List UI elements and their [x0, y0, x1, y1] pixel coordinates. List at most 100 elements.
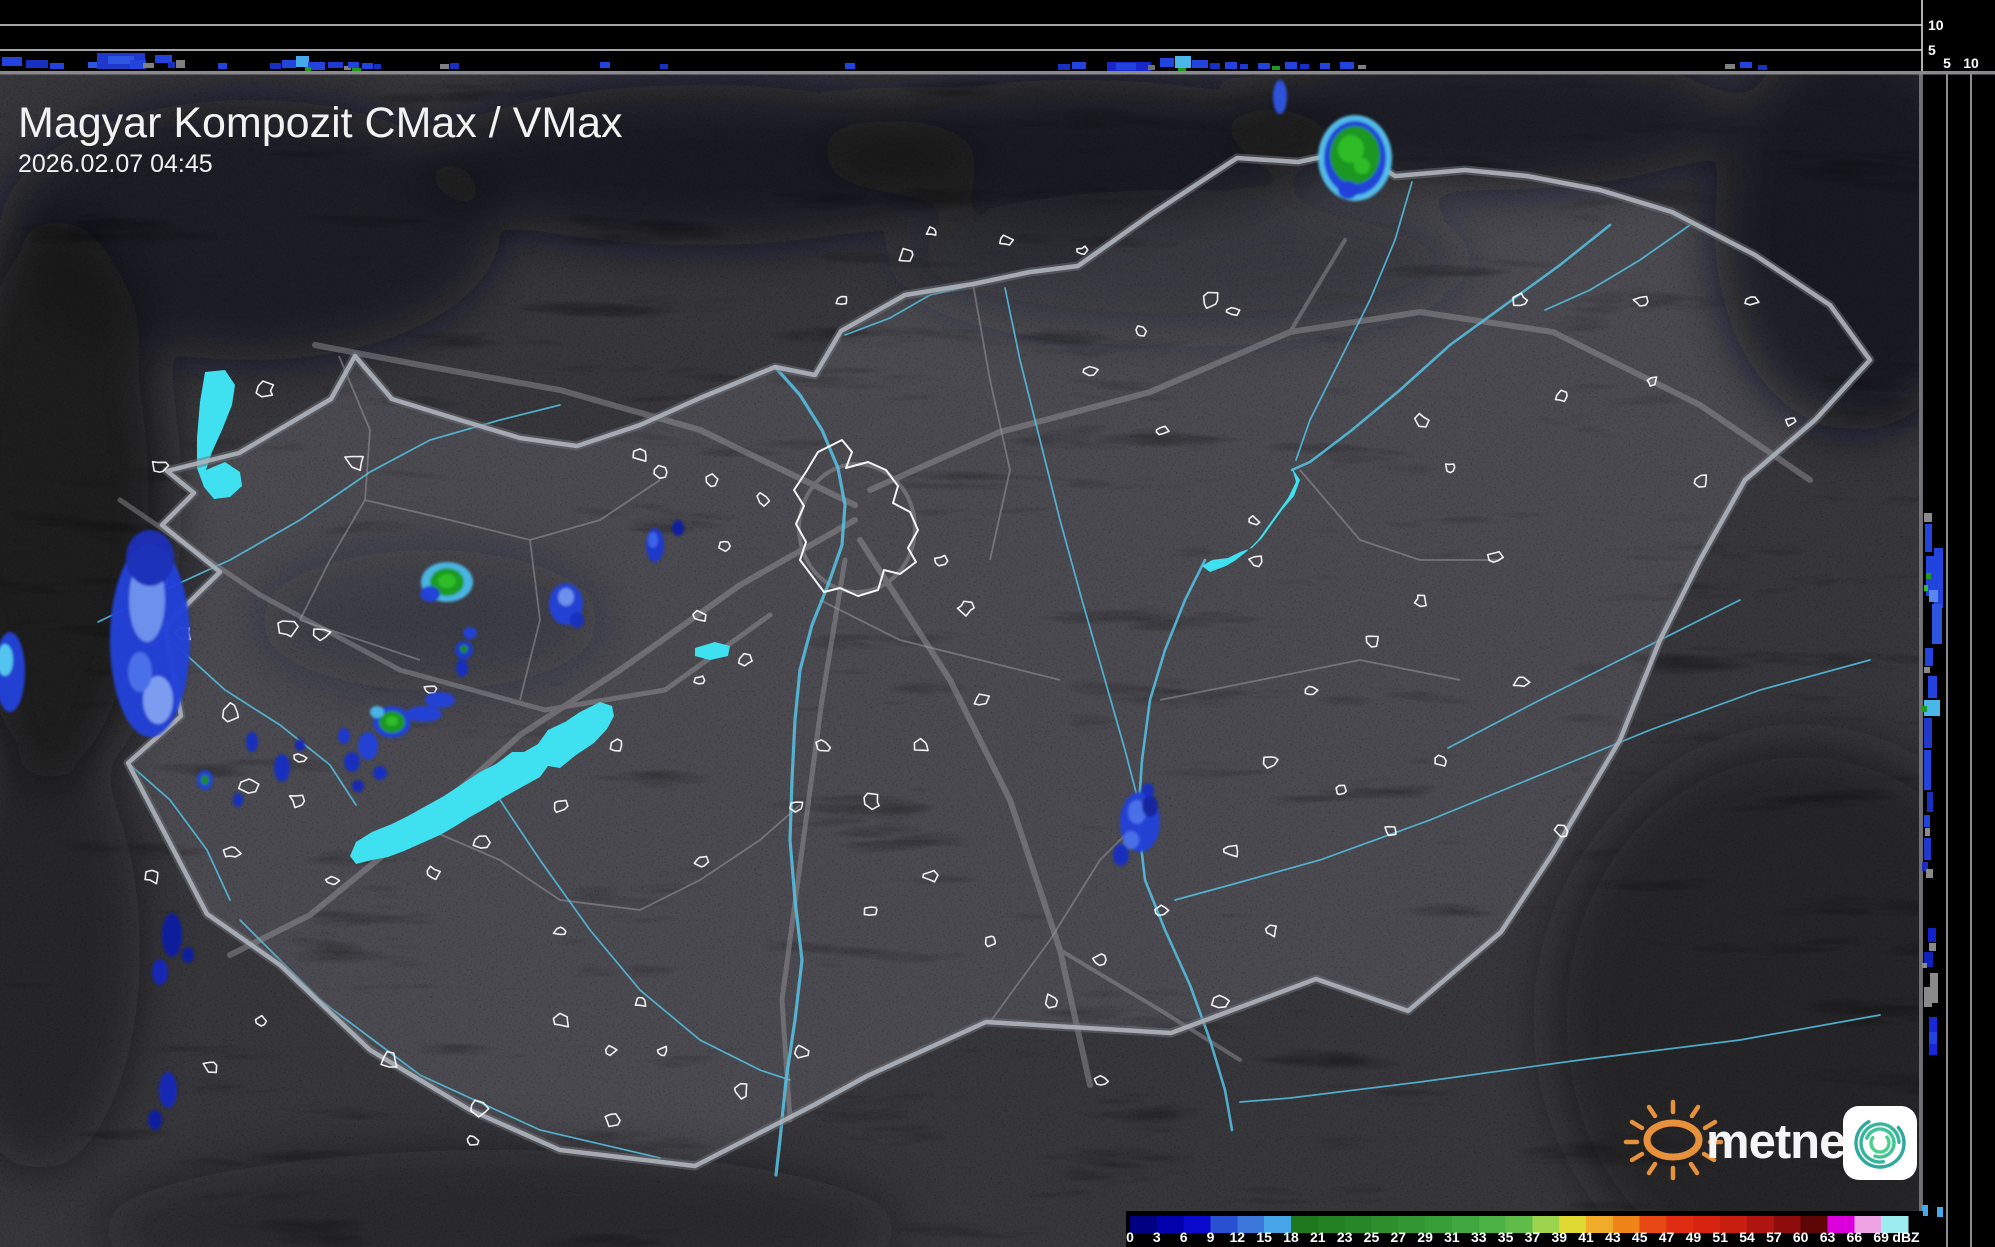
- page-title: Magyar Kompozit CMax / VMax: [18, 99, 623, 147]
- colorbar-tick-label: 35: [1498, 1229, 1514, 1245]
- colorbar: 0 3 6 9 12 15 18 21 23 25 27 29 31 33 35 37 39 41 43 45 47 49…: [1126, 1211, 1923, 1247]
- colorbar-cells: [1130, 1216, 1909, 1233]
- echo-blob: [1123, 831, 1139, 849]
- colorbar-cell: [1371, 1216, 1399, 1233]
- lake-ferto: [197, 370, 242, 499]
- profile-echo: [296, 56, 309, 67]
- profile-echo: [1924, 952, 1933, 967]
- echo-blob: [420, 586, 440, 602]
- echo-blob: [1273, 80, 1287, 114]
- profile-echo: [450, 63, 459, 69]
- colorbar-tick-label: 51: [1712, 1229, 1728, 1245]
- sun-icon: [1623, 1099, 1724, 1181]
- city-outline: [1486, 550, 1504, 563]
- profile-echo: [1922, 862, 1928, 871]
- city-outline: [1512, 676, 1531, 688]
- profile-echo: [1160, 58, 1174, 67]
- colorbar-cell: [1317, 1216, 1346, 1233]
- colorbar-tick-label: 47: [1659, 1229, 1675, 1245]
- profile-echo: [1178, 68, 1186, 72]
- city-outline: [1076, 245, 1089, 256]
- colorbar-tick-label: 37: [1525, 1229, 1541, 1245]
- profile-echo: [1116, 63, 1136, 70]
- profile-echo: [374, 64, 381, 69]
- echo-blob: [456, 659, 468, 677]
- profile-echo: [845, 63, 855, 69]
- colorbar-cell: [1559, 1216, 1587, 1233]
- city-outline: [656, 1045, 668, 1057]
- profile-echo: [1928, 676, 1937, 698]
- colorbar-tick-label: 43: [1605, 1229, 1621, 1245]
- profile-echo: [362, 63, 373, 69]
- city-outline: [1646, 376, 1658, 387]
- city-outline: [1155, 425, 1170, 436]
- profile-echo: [88, 62, 98, 68]
- colorbar-cell: [1639, 1216, 1668, 1233]
- echo-blob: [672, 520, 684, 536]
- city-outline: [344, 455, 364, 471]
- county-borders: [299, 283, 1500, 1023]
- profile-echo: [1725, 64, 1735, 69]
- city-outline: [1264, 924, 1277, 938]
- colorbar-ticks: 0 3 6 9 12 15 18 21 23 25 27 29 31 33 35 37 39 41 43 45 47 49…: [1126, 1229, 1889, 1245]
- city-outline: [737, 652, 753, 667]
- echo-blob: [463, 627, 477, 639]
- profile-echo: [1924, 718, 1932, 748]
- city-outline: [1222, 844, 1239, 858]
- city-outline: [1553, 824, 1569, 838]
- city-outline: [277, 620, 299, 638]
- city-outline: [705, 473, 719, 488]
- profile-echo: [143, 63, 154, 68]
- danube-river: [773, 365, 847, 1177]
- profile-echo: [308, 62, 325, 70]
- metnet-app-icon: [1843, 1106, 1917, 1180]
- profile-echo: [218, 63, 227, 69]
- city-outline: [815, 739, 832, 752]
- city-outline: [604, 1044, 618, 1057]
- echo-blob: [344, 752, 360, 772]
- profile-echo: [1924, 750, 1931, 790]
- profile-echo: [1929, 943, 1936, 951]
- top-profile-strip: [0, 0, 1922, 72]
- colorbar-tick-label: 45: [1632, 1229, 1648, 1245]
- colorbar-tick-label: 63: [1820, 1229, 1836, 1245]
- city-outline: [466, 1135, 480, 1146]
- profile-echo: [352, 68, 361, 72]
- city-outline: [1512, 292, 1529, 307]
- city-outline: [1044, 993, 1059, 1009]
- city-outlines: [144, 226, 1797, 1146]
- colorbar-tick-label: 31: [1444, 1229, 1460, 1245]
- radar-echoes: [0, 80, 1392, 1130]
- echo-blob: [159, 1072, 177, 1108]
- echo-blob: [233, 793, 243, 807]
- city-outline: [1632, 295, 1649, 307]
- city-outline: [634, 996, 647, 1007]
- roads: [117, 238, 1813, 1123]
- city-outline: [151, 460, 170, 473]
- city-outline: [1304, 685, 1319, 696]
- city-outline: [898, 247, 914, 262]
- echo-blob: [246, 732, 258, 752]
- city-outline: [693, 675, 706, 685]
- profile-echo: [1072, 62, 1086, 69]
- colorbar-tick-label: 15: [1256, 1229, 1272, 1245]
- city-outline: [1413, 594, 1427, 608]
- city-outline: [1413, 412, 1430, 428]
- profile-echo: [305, 67, 311, 71]
- city-outline: [718, 540, 731, 553]
- profile-echo: [1928, 928, 1936, 942]
- colorbar-tick-label: 39: [1551, 1229, 1567, 1245]
- echo-blob: [358, 732, 378, 760]
- colorbar-cell: [1130, 1216, 1158, 1233]
- colorbar-cell: [1666, 1216, 1694, 1233]
- profile-echo: [155, 55, 172, 63]
- lakes: [197, 370, 1300, 864]
- city-outline: [693, 855, 710, 868]
- city-outline: [609, 738, 623, 752]
- city-outline: [1693, 474, 1707, 488]
- city-outline: [956, 600, 975, 617]
- colorbar-cell: [1532, 1216, 1560, 1233]
- city-outline: [1154, 904, 1170, 917]
